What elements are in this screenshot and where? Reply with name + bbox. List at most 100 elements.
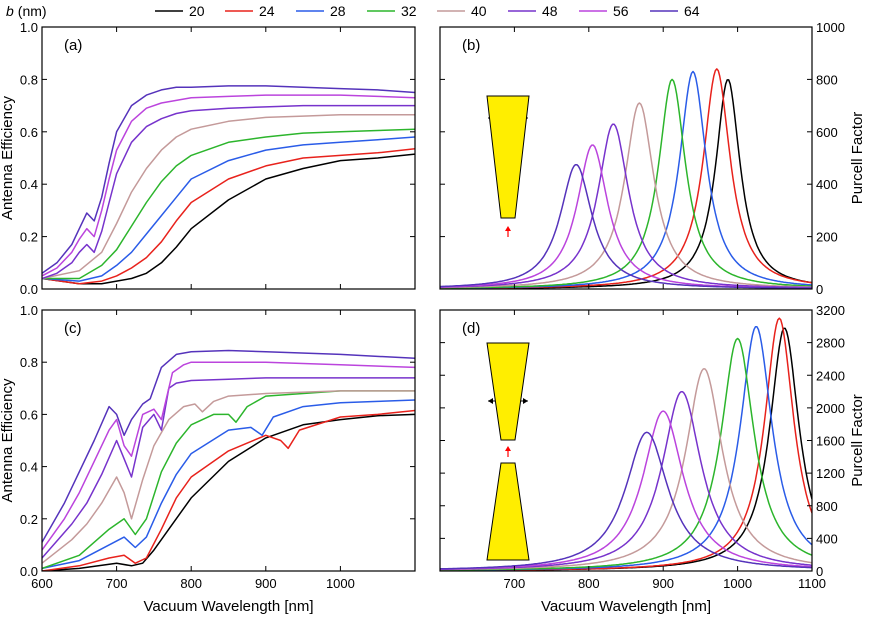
x-tick-label: 700 (106, 576, 128, 591)
legend-label-56: 56 (613, 3, 629, 19)
y-axis-label: Purcell Factor (849, 394, 866, 487)
plot-frame (439, 26, 813, 290)
x-tick-label: 700 (504, 576, 526, 591)
panel-label: (c) (64, 320, 82, 337)
inset-arrowhead-left (488, 398, 493, 404)
y-tick-label: 800 (816, 72, 838, 87)
inset-antenna-bottom (486, 462, 530, 561)
y-tick-label: 0.4 (20, 460, 38, 475)
plot-frame (41, 309, 416, 572)
y-tick-label: 0.2 (20, 230, 38, 245)
y-tick-label: 0 (816, 282, 823, 297)
x-tick-label: 800 (578, 576, 600, 591)
legend-label-24: 24 (259, 3, 275, 19)
legend-label-32: 32 (401, 3, 417, 19)
series-line-32 (42, 128, 415, 280)
x-tick-label: 900 (652, 576, 674, 591)
series-line-24 (42, 409, 415, 571)
plot-frame (41, 26, 416, 290)
y-tick-label: 1.0 (20, 20, 38, 35)
y-tick-label: 0.0 (20, 564, 38, 579)
y-tick-label: 0 (816, 564, 823, 579)
y-tick-label: 400 (816, 531, 838, 546)
series-line-64 (42, 349, 415, 543)
y-tick-label: 0.8 (20, 355, 38, 370)
curves (42, 85, 415, 285)
y-axis-label: Antenna Efficiency (0, 378, 16, 502)
y-tick-label: 2800 (816, 336, 845, 351)
panel-d: 0 400 800 1200 1600 2000 2400 2800 3200 700 800 900… (439, 303, 866, 615)
x-axis-label: Vacuum Wavelength [nm] (143, 598, 313, 615)
legend-label-48: 48 (542, 3, 558, 19)
x-tick-label: 800 (180, 576, 202, 591)
y-tick-label: 2400 (816, 368, 845, 383)
series-line-56 (42, 94, 415, 277)
panel-label: (b) (462, 37, 480, 54)
y-tick-label: 2000 (816, 401, 845, 416)
y-tick-label: 1000 (816, 20, 845, 35)
inset-arrowhead-right (523, 398, 528, 404)
inset-source-arrowhead (505, 446, 511, 451)
series-line-56 (42, 361, 415, 551)
y-tick-label: 200 (816, 230, 838, 245)
series-line-64 (440, 163, 812, 289)
series-line-32 (42, 390, 415, 570)
series-line-48 (440, 123, 812, 289)
legend-title-unit: (nm) (18, 3, 47, 19)
x-tick-label: 1000 (723, 576, 752, 591)
series-line-20 (42, 413, 415, 571)
series-line-28 (42, 399, 415, 570)
legend-label-40: 40 (471, 3, 487, 19)
y-tick-label: 0.6 (20, 125, 38, 140)
panel-label: (a) (64, 37, 82, 54)
inset-antenna-tip (486, 95, 530, 219)
curves (440, 68, 812, 289)
legend-title-var: b (6, 3, 14, 19)
x-tick-label: 1100 (798, 576, 826, 591)
panel-label: (d) (462, 320, 480, 337)
series-line-24 (42, 148, 415, 285)
x-tick-label: 600 (31, 576, 53, 591)
curves (42, 349, 415, 571)
x-tick-label: 900 (255, 576, 277, 591)
series-line-32 (440, 78, 812, 289)
legend-label-64: 64 (684, 3, 700, 19)
series-line-64 (440, 431, 812, 570)
y-tick-label: 1.0 (20, 303, 38, 318)
y-tick-label: 3200 (816, 303, 845, 318)
y-tick-label: 600 (816, 125, 838, 140)
y-tick-label: 0.2 (20, 512, 38, 527)
series-line-40 (42, 390, 415, 564)
y-axis-label: Purcell Factor (849, 112, 866, 205)
y-tick-label: 800 (816, 499, 838, 514)
series-line-64 (42, 85, 415, 274)
series-line-40 (42, 114, 415, 280)
y-tick-label: 0.8 (20, 72, 38, 87)
series-line-20 (42, 153, 415, 285)
inset-source-arrowhead (505, 226, 511, 231)
y-axis-label: Antenna Efficiency (0, 96, 16, 220)
legend-label-28: 28 (330, 3, 346, 19)
series-line-48 (42, 377, 415, 559)
curves (440, 317, 812, 571)
series-line-48 (42, 104, 415, 280)
x-tick-label: 1000 (326, 576, 355, 591)
legend-label-20: 20 (189, 3, 205, 19)
y-tick-label: 0.4 (20, 177, 38, 192)
y-tick-label: 0.6 (20, 407, 38, 422)
inset-antenna-top (486, 342, 530, 441)
series-line-56 (440, 410, 812, 570)
y-tick-label: 0.0 (20, 282, 38, 297)
legend-title: b (nm) (6, 3, 47, 19)
panel-c: 0.0 0.2 0.4 0.6 0.8 1.0 600 700 800 900 1000 Vacuum… (0, 303, 416, 615)
series-line-28 (42, 136, 415, 282)
panel-a: 0.0 0.2 0.4 0.6 0.8 1.0 Antenna Efficiency (a) (0, 20, 416, 297)
x-axis-label: Vacuum Wavelength [nm] (541, 598, 711, 615)
y-tick-label: 1600 (816, 434, 845, 449)
y-tick-label: 1200 (816, 466, 845, 481)
y-tick-label: 400 (816, 177, 838, 192)
series-line-40 (440, 102, 812, 289)
legend: b (nm) 20 24 28 32 40 48 56 64 (6, 3, 700, 19)
